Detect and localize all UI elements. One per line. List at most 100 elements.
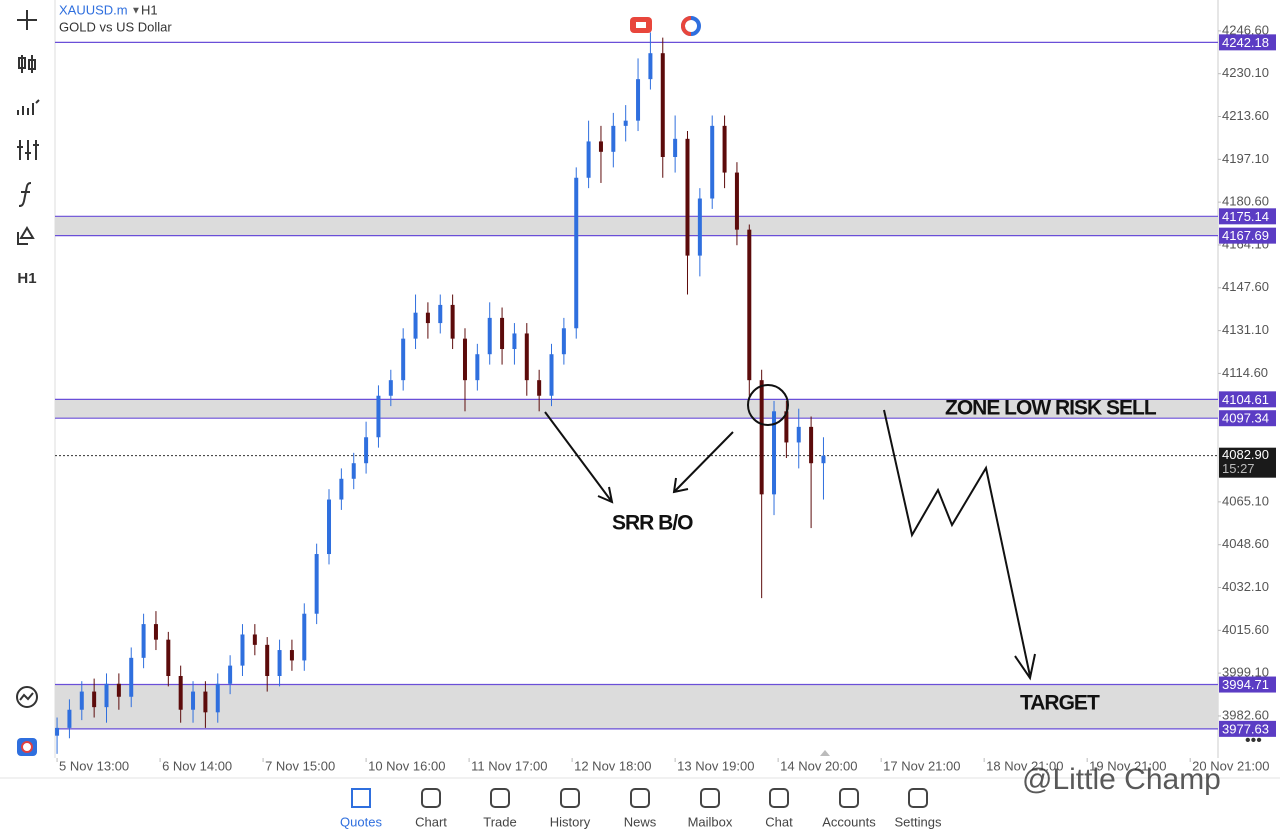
candle-body: [228, 665, 233, 684]
candle-body: [685, 138, 690, 256]
candle-body: [438, 304, 443, 324]
more-button[interactable]: •••: [1245, 732, 1262, 749]
scroll-marker: [820, 750, 830, 756]
chart-type-icon[interactable]: [18, 55, 36, 73]
nav-item[interactable]: History: [550, 814, 591, 829]
candle-body: [302, 613, 307, 661]
x-tick-label: 7 Nov 15:00: [265, 758, 335, 773]
y-tick-label: 4114.60: [1222, 365, 1268, 380]
candle-body: [289, 650, 294, 661]
nav-icon[interactable]: [700, 788, 720, 808]
y-tick-label: 4230.10: [1222, 65, 1269, 80]
crosshair-icon[interactable]: [17, 10, 37, 30]
candle-body: [512, 333, 517, 350]
candle-body: [178, 675, 183, 710]
nav-icon[interactable]: [769, 788, 789, 808]
candle-body: [277, 650, 282, 676]
y-tick-label: 4032.10: [1222, 579, 1269, 594]
candle-body: [722, 125, 727, 173]
y-tick-label: 3999.10: [1222, 665, 1269, 680]
nav-item[interactable]: Chart: [415, 814, 447, 829]
nav-item[interactable]: Accounts: [822, 814, 876, 829]
nav-icon[interactable]: [630, 788, 650, 808]
x-tick-label: 12 Nov 18:00: [574, 758, 651, 773]
nav-icon[interactable]: [421, 788, 441, 808]
arrow-down-2: [672, 431, 734, 494]
y-tick-label: 3982.60: [1222, 707, 1269, 722]
arrow-down: [544, 411, 614, 504]
symbol[interactable]: XAUUSD.m: [59, 2, 128, 17]
nav-item[interactable]: Mailbox: [688, 814, 733, 829]
candle-body: [55, 727, 60, 736]
price-label: 4097.34: [1222, 411, 1269, 426]
candle-body: [809, 426, 814, 464]
x-tick-label: 10 Nov 16:00: [368, 758, 445, 773]
candle-body: [314, 554, 319, 614]
timeframe-button[interactable]: H1: [17, 270, 36, 287]
nav-item[interactable]: Trade: [483, 814, 516, 829]
y-tick-label: 4147.60: [1222, 279, 1269, 294]
candle-body: [537, 380, 542, 396]
candle-body: [611, 125, 616, 152]
price-label-box: [1219, 208, 1276, 225]
y-tick-label: 4065.10: [1222, 493, 1269, 508]
nav-item[interactable]: Quotes: [340, 814, 382, 829]
symbol-dropdown[interactable]: ▼: [131, 6, 141, 17]
candle-body: [574, 177, 579, 329]
candle-body: [759, 380, 764, 495]
top-icon-2-part: [681, 16, 692, 36]
nav-icon[interactable]: [560, 788, 580, 808]
candle-body: [772, 411, 777, 495]
nav-item[interactable]: News: [624, 814, 657, 829]
candle-body: [401, 338, 406, 381]
nav-item[interactable]: Chat: [765, 814, 793, 829]
candle-body: [747, 229, 752, 381]
price-label: 4167.69: [1222, 228, 1269, 243]
candle-body: [673, 138, 678, 157]
function-icon[interactable]: [18, 182, 32, 207]
header-timeframe: H1: [141, 2, 158, 17]
x-tick-label: 6 Nov 14:00: [162, 758, 232, 773]
y-tick-label: 4197.10: [1222, 151, 1269, 166]
candle-body: [821, 455, 826, 464]
y-tick-label: 4131.10: [1222, 322, 1269, 337]
candle-body: [327, 499, 332, 555]
x-tick-label: 11 Nov 17:00: [471, 758, 547, 773]
indicators-icon[interactable]: [17, 99, 40, 115]
candle-body: [203, 691, 208, 713]
zone: [55, 216, 1218, 236]
y-tick-label: 4048.60: [1222, 536, 1269, 551]
price-label-box: [1219, 391, 1276, 408]
zigzag-arrow: [883, 409, 1036, 681]
candle-body: [561, 328, 566, 355]
price-label-box: [1219, 34, 1276, 51]
candle-body: [648, 53, 653, 80]
candle-body: [500, 317, 505, 350]
candle-body: [166, 639, 171, 676]
candle-body: [710, 125, 715, 199]
price-label-box: [1219, 676, 1276, 693]
candle-body: [215, 683, 220, 713]
candle-body: [104, 683, 109, 708]
drawings: [544, 384, 1036, 681]
current-time-label: 15:27: [1222, 461, 1255, 476]
candle-body: [462, 338, 467, 381]
nav-icon[interactable]: [908, 788, 928, 808]
candle-body: [636, 79, 641, 121]
nav-icon[interactable]: [839, 788, 859, 808]
settings-icon[interactable]: [17, 140, 39, 160]
current-price-box: [1219, 447, 1276, 478]
y-tick-label: 4213.60: [1222, 108, 1269, 123]
candle-body: [487, 317, 492, 355]
candle-body: [524, 333, 529, 381]
symbol-description: GOLD vs US Dollar: [59, 19, 172, 34]
nav-item[interactable]: Settings: [895, 814, 942, 829]
candle-body: [191, 691, 196, 710]
candle-body: [92, 691, 97, 708]
objects-icon[interactable]: [17, 226, 35, 245]
nav-icon[interactable]: [490, 788, 510, 808]
signal-icon[interactable]: [16, 686, 38, 708]
price-label-box: [1219, 720, 1276, 737]
nav-icon[interactable]: [351, 788, 371, 808]
x-tick-label: 5 Nov 13:00: [59, 758, 129, 773]
